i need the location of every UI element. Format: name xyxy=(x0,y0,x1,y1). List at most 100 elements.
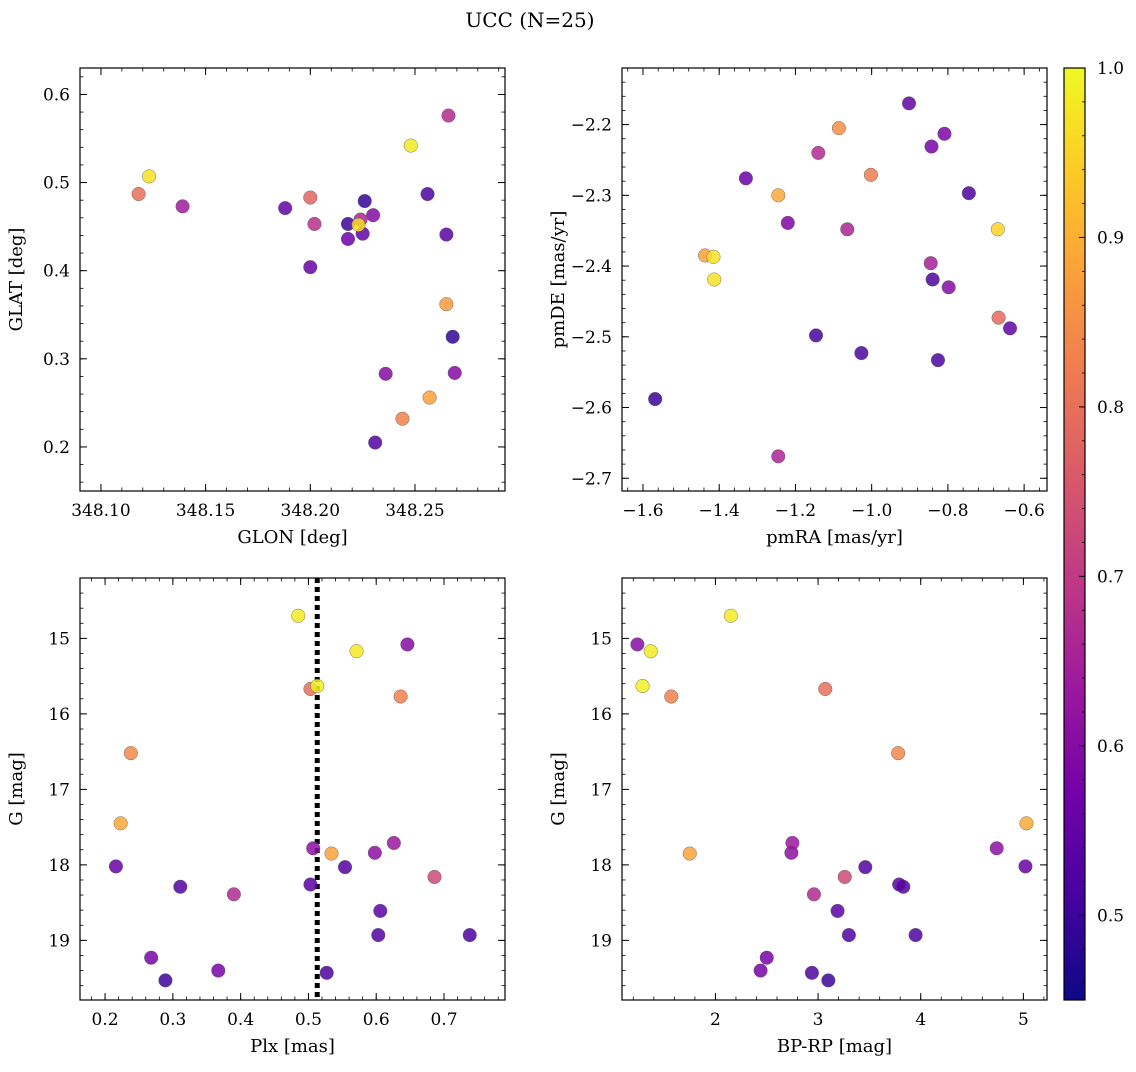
data-point xyxy=(144,950,159,965)
figure-title: UCC (N=25) xyxy=(465,8,594,32)
data-point xyxy=(400,637,415,652)
colorbar-gradient xyxy=(1063,67,1086,1001)
data-point xyxy=(840,222,855,237)
colorbar-tick-label: 0.5 xyxy=(1097,906,1124,926)
data-point xyxy=(113,816,128,831)
data-point xyxy=(990,222,1005,237)
data-point xyxy=(837,869,852,884)
x-tick-label: 348.20 xyxy=(281,501,340,521)
y-tick-label: 0.6 xyxy=(43,85,70,105)
data-point xyxy=(858,860,873,875)
y-tick-label: 17 xyxy=(590,780,612,800)
data-point xyxy=(368,435,383,450)
colorbar-tick-label: 0.7 xyxy=(1097,567,1124,587)
data-point xyxy=(806,887,821,902)
data-point xyxy=(349,644,364,659)
data-point xyxy=(123,746,138,761)
data-point xyxy=(373,903,388,918)
x-axis-label: pmRA [mas/yr] xyxy=(766,527,903,548)
data-point xyxy=(925,272,940,287)
y-tick-label: 16 xyxy=(590,705,612,725)
x-tick-label: −1.0 xyxy=(851,501,892,521)
data-point xyxy=(303,877,318,892)
data-point xyxy=(937,126,952,141)
data-point xyxy=(648,392,663,407)
x-tick-label: −0.6 xyxy=(1003,501,1044,521)
data-point xyxy=(403,138,418,153)
data-point xyxy=(831,121,846,136)
x-tick-label: 348.25 xyxy=(385,501,444,521)
panel-4: 2 3 4 5 15 16 17 18 19 BP-RP [mag] G [mag] xyxy=(548,577,1048,1057)
x-tick-label: −0.8 xyxy=(927,501,968,521)
x-tick-label: 348.10 xyxy=(71,501,130,521)
data-point xyxy=(759,950,774,965)
data-point xyxy=(291,608,306,623)
x-tick-label: −1.2 xyxy=(775,501,816,521)
data-point xyxy=(706,249,721,264)
y-tick-label: 0.2 xyxy=(43,438,70,458)
y-tick-label: 17 xyxy=(48,780,70,800)
x-axis-label: BP-RP [mag] xyxy=(777,1036,892,1057)
data-point xyxy=(366,208,381,223)
x-tick-label: 3 xyxy=(813,1010,824,1030)
panel-2: −1.6 −1.4 −1.2 −1.0 −0.8 −0.6 −2.7 −2.6 −2.5 −2.4… xyxy=(548,67,1048,548)
y-tick-label: 18 xyxy=(590,856,612,876)
data-point xyxy=(902,96,917,111)
y-tick-label: 19 xyxy=(48,931,70,951)
data-point xyxy=(1003,321,1018,336)
data-point xyxy=(809,328,824,343)
data-point xyxy=(278,201,293,216)
data-point xyxy=(427,869,442,884)
data-point xyxy=(439,297,454,312)
data-point xyxy=(340,231,355,246)
x-axis-label: GLON [deg] xyxy=(237,527,347,548)
data-point xyxy=(175,199,190,214)
data-point xyxy=(811,145,826,160)
data-point xyxy=(991,310,1006,325)
plot-frame xyxy=(79,577,506,1001)
data-point xyxy=(445,329,460,344)
data-point xyxy=(319,965,334,980)
panel-3: 0.2 0.3 0.4 0.5 0.6 0.7 15 16 17 18 19 Plx [mas] G [… xyxy=(6,577,506,1057)
colorbar: 0.5 0.6 0.7 0.8 0.9 1.0 xyxy=(1063,59,1124,1001)
x-tick-label: 0.3 xyxy=(159,1010,186,1030)
colorbar-tick-label: 0.9 xyxy=(1097,228,1124,248)
x-tick-label: 0.5 xyxy=(295,1010,322,1030)
y-axis-label: GLAT [deg] xyxy=(6,228,27,332)
colorbar-tick-label: 1.0 xyxy=(1097,59,1124,79)
data-point xyxy=(924,139,939,154)
y-axis-label: G [mag] xyxy=(6,752,27,825)
data-point xyxy=(961,186,976,201)
x-tick-label: 0.2 xyxy=(92,1010,119,1030)
data-point xyxy=(422,390,437,405)
x-tick-label: 5 xyxy=(1018,1010,1029,1030)
data-point xyxy=(941,280,956,295)
data-point xyxy=(338,860,353,875)
y-tick-label: −2.5 xyxy=(571,328,612,348)
data-point xyxy=(393,689,408,704)
data-point xyxy=(367,845,382,860)
data-point xyxy=(324,846,339,861)
data-point xyxy=(753,963,768,978)
y-tick-label: −2.7 xyxy=(571,469,612,489)
data-point xyxy=(682,846,697,861)
data-point xyxy=(664,689,679,704)
data-point xyxy=(386,835,401,850)
y-tick-label: 19 xyxy=(590,931,612,951)
data-point xyxy=(439,227,454,242)
x-tick-label: 4 xyxy=(915,1010,926,1030)
data-point xyxy=(158,973,173,988)
y-tick-label: 0.3 xyxy=(43,350,70,370)
data-point xyxy=(643,644,658,659)
data-point xyxy=(818,681,833,696)
y-tick-label: 16 xyxy=(48,705,70,725)
x-tick-label: −1.6 xyxy=(622,501,663,521)
data-point xyxy=(108,859,123,874)
x-tick-label: 0.6 xyxy=(363,1010,390,1030)
data-point xyxy=(357,194,372,209)
data-point xyxy=(310,678,325,693)
colorbar-tick-label: 0.6 xyxy=(1097,737,1124,757)
data-point xyxy=(908,928,923,943)
data-point xyxy=(630,637,645,652)
